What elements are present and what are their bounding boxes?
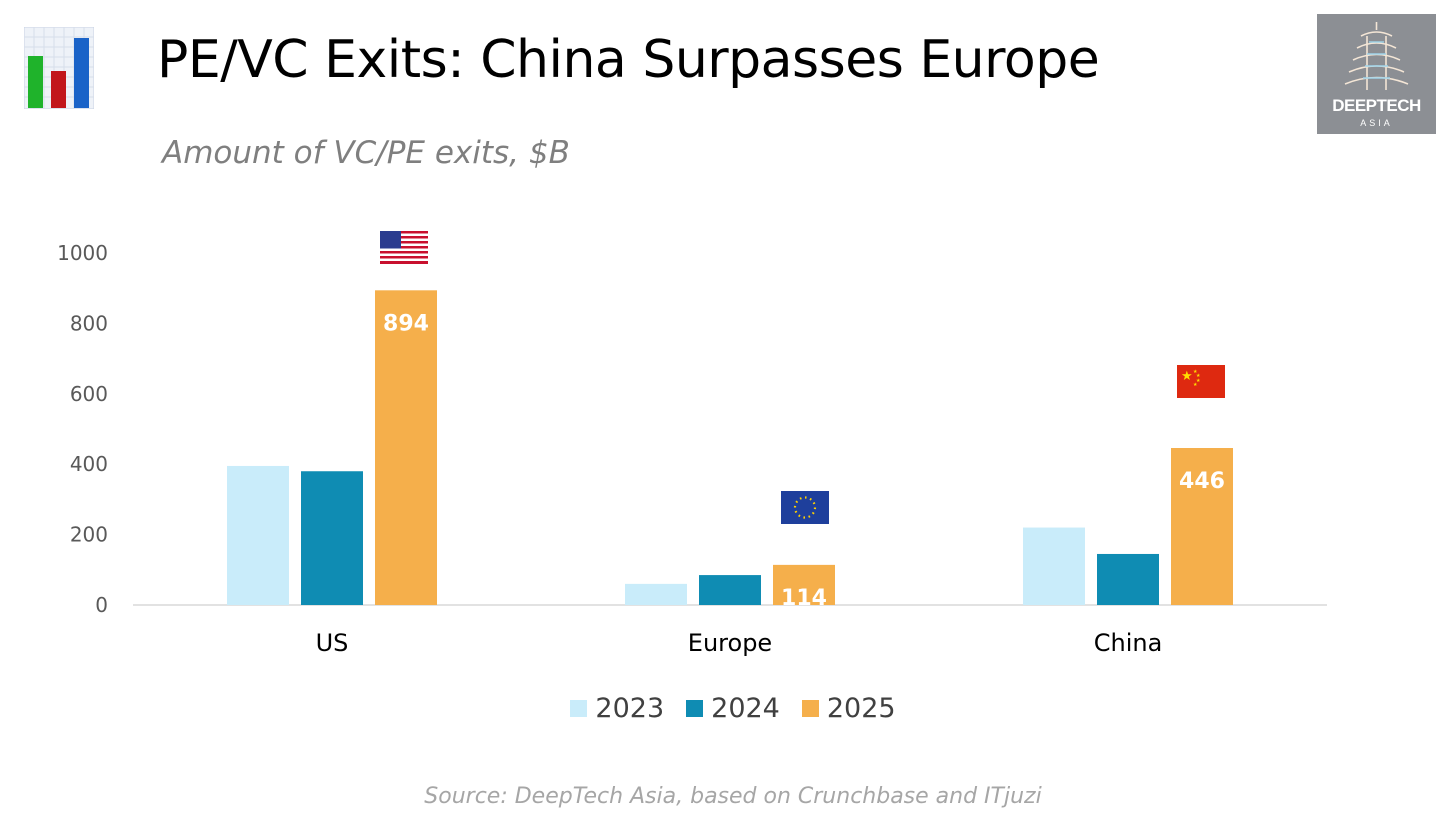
y-tick-label: 800 xyxy=(70,311,108,335)
y-tick-label: 400 xyxy=(70,452,108,476)
bar-2025-china xyxy=(1171,448,1233,605)
brand-subtitle: ASIA xyxy=(1360,118,1393,128)
bar-2023-china xyxy=(1023,527,1085,605)
svg-text:★: ★ xyxy=(1181,369,1193,384)
bar-2024-europe xyxy=(699,575,761,605)
brand-name: DEEPTECH xyxy=(1332,96,1421,115)
data-label-china: 446 xyxy=(1179,469,1225,494)
chart-subtitle: Amount of VC/PE exits, $B xyxy=(162,135,570,171)
legend-label-2024: 2024 xyxy=(711,693,780,724)
bar-2023-europe xyxy=(625,583,687,605)
y-tick-label: 0 xyxy=(95,593,108,617)
svg-text:★: ★ xyxy=(1196,373,1201,379)
data-label-us: 894 xyxy=(383,311,429,336)
data-label-europe: 114 xyxy=(781,586,827,611)
legend-swatch-2023 xyxy=(570,700,588,717)
legend-label-2023: 2023 xyxy=(595,693,665,724)
pagoda-icon xyxy=(1344,22,1409,90)
legend-item-2024: 2024 xyxy=(686,693,780,724)
x-axis: US Europe China xyxy=(316,629,1163,657)
us-flag-icon xyxy=(380,231,428,264)
y-tick-label: 600 xyxy=(70,382,108,406)
svg-text:★: ★ xyxy=(1193,369,1198,375)
y-tick-label: 1000 xyxy=(57,241,108,265)
brand-logo: DEEPTECH ASIA xyxy=(1317,14,1436,134)
legend-label-2025: 2025 xyxy=(826,693,896,724)
legend-item-2025: 2025 xyxy=(801,693,896,724)
x-tick-label: China xyxy=(1094,629,1163,657)
svg-text:★: ★ xyxy=(1196,378,1201,384)
svg-text:★: ★ xyxy=(1193,382,1198,388)
bar-chart-icon xyxy=(24,27,94,109)
source-note: Source: DeepTech Asia, based on Crunchba… xyxy=(424,784,1042,809)
legend-item-2023: 2023 xyxy=(570,693,664,724)
legend-swatch-2025 xyxy=(801,700,819,717)
bar-2024-china xyxy=(1097,553,1159,605)
eu-flag-icon xyxy=(781,491,829,524)
legend: 2023 2024 2025 xyxy=(0,693,1456,724)
x-tick-label: US xyxy=(316,629,349,657)
y-axis: 0 200 400 600 800 1000 xyxy=(57,241,108,617)
bar-2025-us xyxy=(375,290,437,605)
x-tick-label: Europe xyxy=(688,629,772,657)
y-tick-label: 200 xyxy=(70,523,108,547)
bar-2024-us xyxy=(301,471,363,605)
china-flag-icon: ★ ★ ★ ★ ★ xyxy=(1177,365,1225,398)
bar-2023-us xyxy=(227,465,289,605)
bars-group: 894 114 446 xyxy=(227,290,1233,611)
page-title: PE/VC Exits: China Surpasses Europe xyxy=(157,30,1100,90)
bar-2025-europe xyxy=(773,564,835,605)
legend-swatch-2024 xyxy=(686,700,704,717)
